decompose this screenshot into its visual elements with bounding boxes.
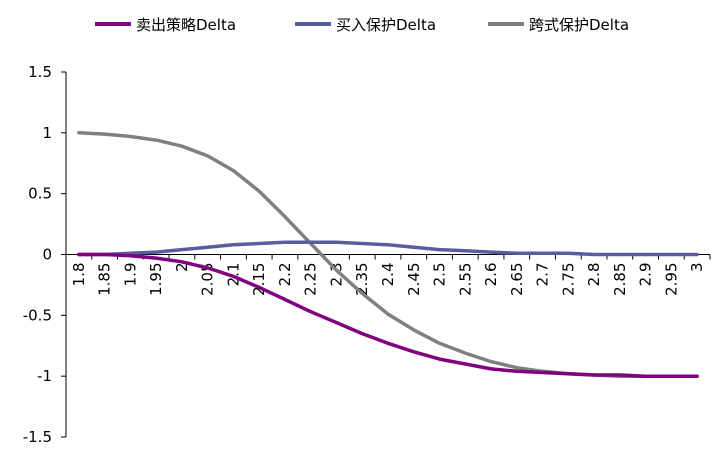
x-tick-label: 2.55 — [456, 263, 474, 296]
x-tick-label: 3 — [688, 263, 706, 273]
x-tick-label: 2.2 — [276, 263, 294, 287]
series-line-1 — [77, 252, 699, 378]
x-tick-label: 2.1 — [224, 263, 242, 287]
y-tick-label: 1 — [42, 124, 52, 142]
x-tick-label: 2.8 — [585, 263, 603, 287]
x-tick-label: 2.65 — [508, 263, 526, 296]
y-tick-label: -1.5 — [23, 428, 52, 446]
x-tick-label: 2 — [173, 263, 191, 273]
y-tick-label: 1.5 — [28, 63, 52, 81]
legend: 卖出策略Delta 买入保护Delta 跨式保护Delta — [95, 16, 629, 34]
x-tick-label: 2.75 — [559, 263, 577, 296]
x-tick-label: 2.3 — [327, 263, 345, 287]
legend-label: 买入保护Delta — [336, 16, 436, 34]
x-tick-label: 2.15 — [250, 263, 268, 296]
x-tick-label: 1.9 — [121, 263, 139, 287]
series-layer — [77, 131, 699, 378]
y-tick-label: -0.5 — [23, 306, 52, 324]
x-tick-label: 2.85 — [611, 263, 629, 296]
x-tick-label: 1.8 — [70, 263, 88, 287]
x-tick-label: 1.95 — [147, 263, 165, 296]
y-tick-label: -1 — [37, 367, 52, 385]
legend-label: 跨式保护Delta — [529, 16, 629, 34]
x-tick-label: 2.6 — [482, 263, 500, 287]
x-tick-label: 2.45 — [405, 263, 423, 296]
x-tick-label: 1.85 — [96, 263, 114, 296]
x-tick-label: 2.95 — [662, 263, 680, 296]
series-line-2 — [77, 240, 699, 257]
x-tick-label: 2.25 — [302, 263, 320, 296]
y-tick-label: 0 — [42, 246, 52, 264]
x-tick-label: 2.4 — [379, 263, 397, 287]
y-tick-label: 0.5 — [28, 185, 52, 203]
x-axis: 1.8 1.85 1.9 1.95 2 2.05 2.1 2.15 2.2 2.25 2.3 2.35… — [65, 254, 711, 296]
x-tick-label: 2.7 — [534, 263, 552, 287]
legend-label: 卖出策略Delta — [136, 16, 236, 34]
x-tick-label: 2.35 — [353, 263, 371, 296]
y-axis: 1.5 1 0.5 0 -0.5 -1 -1.5 — [23, 63, 67, 446]
x-tick-label: 2.9 — [637, 263, 655, 287]
x-tick-label: 2.5 — [431, 263, 449, 287]
